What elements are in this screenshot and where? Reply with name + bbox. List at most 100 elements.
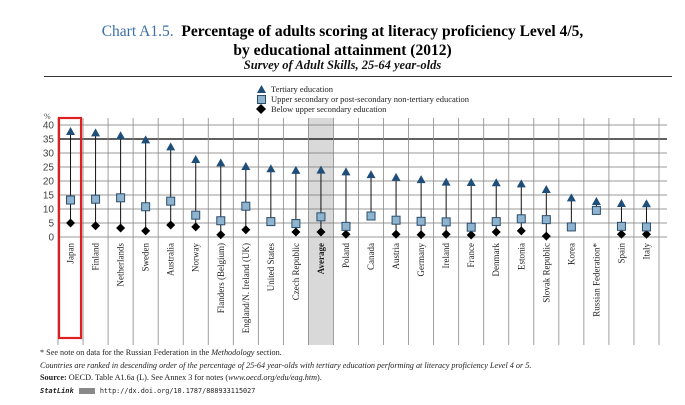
upper-secondary-point xyxy=(491,217,501,227)
upper-secondary-point xyxy=(241,201,251,211)
chart-subtitle: Survey of Adult Skills, 25-64 year-olds xyxy=(243,58,442,72)
tertiary-point xyxy=(341,167,351,176)
russia-note: * See note on data for the Russian Feder… xyxy=(40,348,282,357)
below-upper-secondary-point xyxy=(341,229,351,239)
x-tick-label: Japan xyxy=(66,243,76,264)
y-tick-label: 30 xyxy=(43,149,55,160)
tertiary-point xyxy=(116,131,126,140)
below-upper-secondary-point xyxy=(116,223,126,233)
legend-label-tertiary: Tertiary education xyxy=(271,84,333,94)
upper-secondary-point xyxy=(641,222,651,232)
upper-secondary-point xyxy=(516,214,526,224)
tertiary-point xyxy=(91,128,101,137)
below-upper-secondary-point xyxy=(66,218,76,228)
tertiary-point xyxy=(516,179,526,188)
below-upper-secondary-point xyxy=(466,230,476,240)
highlight-box-japan xyxy=(57,116,83,340)
chart-notes: * See note on data for the Russian Feder… xyxy=(40,347,531,397)
tertiary-point xyxy=(166,142,176,151)
upper-secondary-point xyxy=(616,221,626,231)
upper-secondary-point xyxy=(91,194,101,204)
x-tick-label: Czech Republic xyxy=(291,243,301,300)
below-upper-secondary-point xyxy=(241,225,251,235)
square-icon xyxy=(256,94,266,104)
chart-number: Chart A1.5. xyxy=(101,23,174,40)
x-tick-label: France xyxy=(466,243,476,268)
title-line-2: by educational attainment (2012) xyxy=(233,42,452,59)
upper-secondary-point xyxy=(166,196,176,206)
x-tick-label: Estonia xyxy=(516,243,526,270)
below-upper-secondary-point xyxy=(541,231,551,241)
y-tick-label: 0 xyxy=(48,233,54,244)
below-upper-secondary-point xyxy=(441,229,451,239)
x-tick-label: Ireland xyxy=(441,243,451,269)
below-upper-secondary-point xyxy=(516,226,526,236)
below-upper-secondary-point xyxy=(491,227,501,237)
legend-item-tertiary: Tertiary education xyxy=(256,84,469,94)
x-tick-label: Finland xyxy=(91,243,101,271)
x-tick-label: Slovak Republic xyxy=(541,243,551,303)
legend-item-upper-secondary: Upper secondary or post-secondary non-te… xyxy=(256,94,469,104)
upper-secondary-point xyxy=(366,211,376,221)
tertiary-point xyxy=(366,170,376,179)
x-tick-label: Austria xyxy=(391,243,401,270)
x-tick-label: Russian Federation* xyxy=(591,243,601,317)
legend-item-below-upper-secondary: Below upper secondary education xyxy=(256,104,469,114)
x-tick-label: Netherlands xyxy=(116,243,126,287)
y-tick-label: 25 xyxy=(43,163,55,174)
tertiary-point xyxy=(466,177,476,186)
x-tick-label: Germany xyxy=(416,243,426,277)
upper-secondary-point xyxy=(391,215,401,225)
diamond-icon xyxy=(256,104,266,114)
upper-secondary-point xyxy=(541,215,551,225)
tertiary-point xyxy=(191,155,201,163)
tertiary-point xyxy=(616,198,626,207)
triangle-icon xyxy=(256,84,266,94)
tertiary-point xyxy=(416,175,426,184)
tertiary-point xyxy=(441,177,451,186)
tertiary-point xyxy=(591,197,601,205)
upper-secondary-point xyxy=(416,216,426,226)
x-tick-label: Denmark xyxy=(491,243,501,277)
y-tick-label: 15 xyxy=(43,191,55,202)
tertiary-point xyxy=(241,162,251,170)
x-tick-label: United States xyxy=(266,243,276,292)
upper-secondary-point xyxy=(141,202,151,212)
below-upper-secondary-point xyxy=(191,222,201,232)
x-tick-label: England/N. Ireland (UK) xyxy=(241,243,251,333)
tertiary-point xyxy=(566,193,576,202)
tertiary-point xyxy=(216,158,226,167)
y-tick-label: 10 xyxy=(43,205,55,216)
source-note: Source: OECD. Table A1.6a (L). See Annex… xyxy=(40,373,322,382)
tertiary-point xyxy=(541,184,551,193)
tertiary-point xyxy=(391,172,401,181)
below-upper-secondary-point xyxy=(91,221,101,231)
upper-secondary-point xyxy=(216,216,226,226)
upper-secondary-point xyxy=(566,222,576,232)
tertiary-point xyxy=(266,164,276,173)
chart-title: Chart A1.5. Percentage of adults scoring… xyxy=(0,22,685,60)
upper-secondary-point xyxy=(341,221,351,231)
x-tick-label: Italy xyxy=(641,243,651,260)
x-tick-label: Flanders (Belgium) xyxy=(216,243,226,313)
x-tick-label: Average xyxy=(316,243,326,274)
upper-secondary-point xyxy=(191,210,201,220)
below-upper-secondary-point xyxy=(166,220,176,230)
y-tick-label: 5 xyxy=(48,219,54,230)
statlink-url[interactable]: http://dx.doi.org/10.1787/888933115027 xyxy=(99,386,256,395)
x-tick-label: Korea xyxy=(566,243,576,265)
y-tick-label: 35 xyxy=(43,135,55,146)
below-upper-secondary-point xyxy=(391,229,401,239)
y-tick-label: 40 xyxy=(43,121,55,132)
upper-secondary-point xyxy=(466,222,476,232)
x-tick-label: Norway xyxy=(191,243,201,272)
source-link[interactable]: www.oecd.org/edu/eag.htm xyxy=(228,373,318,382)
ranking-note: Countries are ranked in descending order… xyxy=(40,360,532,370)
below-upper-secondary-point xyxy=(291,227,301,237)
tertiary-point xyxy=(491,178,501,187)
legend-label-below-upper-secondary: Below upper secondary education xyxy=(271,104,387,114)
y-tick-label: 20 xyxy=(43,177,55,188)
excel-icon xyxy=(78,387,95,394)
below-upper-secondary-point xyxy=(316,227,326,237)
upper-secondary-point xyxy=(266,217,276,227)
